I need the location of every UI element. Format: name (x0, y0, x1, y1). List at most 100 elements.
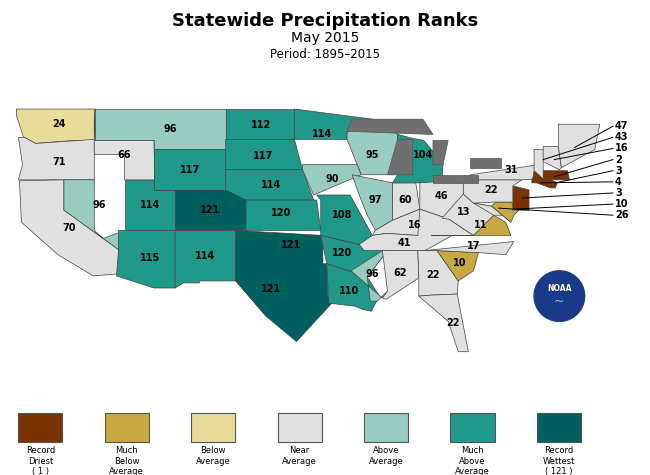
Text: 96: 96 (163, 124, 177, 134)
Text: 13: 13 (456, 207, 470, 217)
Polygon shape (302, 165, 361, 195)
Text: Below
Average: Below Average (196, 446, 231, 466)
Text: Much
Below
Average: Much Below Average (109, 446, 144, 475)
Polygon shape (513, 186, 529, 210)
Text: 121: 121 (281, 239, 302, 249)
Polygon shape (534, 271, 584, 322)
Polygon shape (175, 190, 246, 230)
Text: 26: 26 (615, 210, 629, 220)
Polygon shape (154, 150, 226, 190)
Polygon shape (64, 180, 125, 249)
Polygon shape (352, 175, 393, 230)
Polygon shape (437, 251, 478, 281)
FancyBboxPatch shape (537, 413, 581, 442)
Text: 114: 114 (196, 251, 216, 261)
Text: 120: 120 (332, 247, 352, 257)
Text: Near
Average: Near Average (282, 446, 317, 466)
FancyBboxPatch shape (18, 413, 62, 442)
Polygon shape (226, 139, 302, 170)
Text: 121: 121 (200, 205, 220, 215)
Polygon shape (347, 119, 433, 134)
Text: 114: 114 (140, 200, 160, 210)
Polygon shape (534, 150, 549, 179)
Polygon shape (320, 236, 387, 277)
Text: 62: 62 (394, 268, 408, 278)
Polygon shape (18, 137, 94, 180)
Polygon shape (294, 109, 372, 139)
Polygon shape (418, 251, 458, 296)
Polygon shape (532, 171, 569, 188)
Text: 24: 24 (52, 119, 66, 129)
Polygon shape (532, 179, 551, 186)
Polygon shape (125, 180, 175, 230)
Text: 117: 117 (253, 151, 273, 161)
Text: 70: 70 (62, 223, 75, 233)
Polygon shape (431, 215, 511, 236)
Polygon shape (393, 183, 420, 220)
Polygon shape (236, 236, 332, 342)
Text: 117: 117 (180, 165, 200, 175)
Text: 66: 66 (118, 150, 131, 160)
Polygon shape (387, 139, 413, 175)
Text: Period: 1895–2015: Period: 1895–2015 (270, 48, 380, 61)
Text: Statewide Precipitation Ranks: Statewide Precipitation Ranks (172, 12, 478, 30)
Polygon shape (433, 175, 478, 183)
Text: 96: 96 (92, 200, 106, 210)
Text: 31: 31 (504, 165, 517, 175)
Polygon shape (551, 180, 557, 188)
Text: 104: 104 (413, 150, 433, 160)
Text: 46: 46 (434, 191, 448, 201)
Polygon shape (463, 180, 522, 203)
Text: 114: 114 (261, 180, 281, 190)
Polygon shape (236, 230, 323, 316)
Polygon shape (420, 180, 463, 224)
Polygon shape (393, 134, 443, 183)
Polygon shape (327, 264, 380, 311)
Text: 16: 16 (408, 220, 421, 230)
Polygon shape (442, 194, 493, 236)
FancyBboxPatch shape (191, 413, 235, 442)
Text: 96: 96 (365, 269, 379, 279)
Text: 121: 121 (261, 284, 281, 294)
FancyBboxPatch shape (105, 413, 149, 442)
Polygon shape (543, 146, 562, 170)
Polygon shape (419, 294, 469, 352)
Polygon shape (116, 230, 175, 288)
Polygon shape (347, 119, 398, 175)
Text: 22: 22 (426, 270, 439, 280)
Text: 115: 115 (140, 253, 160, 263)
Polygon shape (16, 109, 96, 143)
Polygon shape (20, 180, 118, 276)
Text: 47: 47 (615, 121, 629, 131)
Polygon shape (558, 124, 600, 168)
Polygon shape (226, 170, 314, 200)
Polygon shape (372, 209, 473, 236)
Text: 11: 11 (474, 220, 488, 230)
Text: 112: 112 (251, 120, 271, 130)
Text: 22: 22 (447, 318, 460, 328)
Text: 10: 10 (452, 258, 466, 268)
Polygon shape (96, 109, 226, 150)
FancyBboxPatch shape (364, 413, 408, 442)
Polygon shape (463, 165, 543, 180)
Text: 17: 17 (467, 240, 480, 250)
FancyBboxPatch shape (450, 413, 495, 442)
Polygon shape (351, 251, 387, 301)
Text: Record
Wettest
( 121 ): Record Wettest ( 121 ) (543, 446, 575, 475)
Text: 3: 3 (615, 188, 621, 198)
Text: National Centers for
Environmental
Information
Fri Jun  5 2015: National Centers for Environmental Infor… (521, 332, 598, 371)
FancyBboxPatch shape (278, 413, 322, 442)
Text: 3: 3 (615, 166, 621, 176)
Polygon shape (382, 251, 419, 299)
Text: NOAA: NOAA (547, 284, 571, 293)
Polygon shape (471, 158, 500, 168)
Text: 114: 114 (311, 129, 332, 139)
Text: ~: ~ (554, 294, 565, 308)
Text: 97: 97 (369, 195, 382, 205)
Text: 108: 108 (332, 210, 352, 220)
Text: 16: 16 (615, 143, 629, 153)
Polygon shape (425, 241, 514, 255)
Polygon shape (433, 141, 448, 165)
Text: 120: 120 (271, 208, 291, 218)
Text: 2: 2 (615, 154, 621, 165)
